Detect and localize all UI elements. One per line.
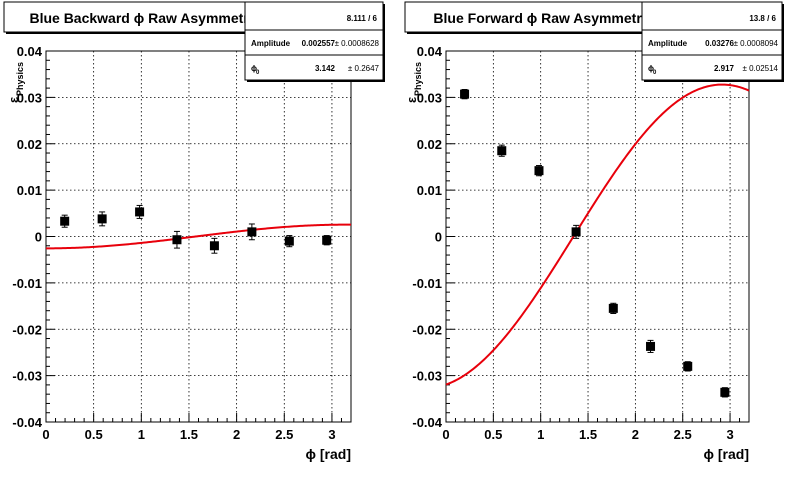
x-tick-label: 2.5 bbox=[674, 427, 692, 442]
data-point bbox=[135, 204, 145, 219]
stats-amplitude-label: Amplitude bbox=[648, 39, 688, 48]
fit-curve bbox=[46, 223, 352, 250]
x-axis-label: ϕ [rad] bbox=[704, 446, 750, 462]
x-tick-label: 2.5 bbox=[275, 427, 293, 442]
x-tick-label: 2 bbox=[233, 427, 240, 442]
stats-phi-label: ϕ bbox=[251, 64, 257, 73]
data-point bbox=[209, 237, 219, 254]
x-tick-label: 1 bbox=[138, 427, 145, 442]
data-marker bbox=[534, 166, 544, 176]
y-tick-label: 0.02 bbox=[417, 137, 442, 152]
stats-phi-error: ± 0.2647 bbox=[348, 64, 380, 73]
data-marker bbox=[497, 146, 507, 156]
data-point bbox=[646, 339, 656, 353]
stats-box bbox=[244, 1, 384, 81]
data-marker bbox=[646, 341, 656, 351]
y-tick-label: -0.03 bbox=[412, 369, 442, 384]
data-marker bbox=[209, 241, 219, 251]
x-tick-label: 2 bbox=[632, 427, 639, 442]
y-tick-label: -0.03 bbox=[12, 369, 42, 384]
chart-title: Blue Forward ϕ Raw Asymmetry bbox=[433, 10, 649, 26]
fit-curve bbox=[445, 83, 750, 386]
data-marker bbox=[172, 235, 182, 245]
data-point bbox=[497, 144, 507, 157]
stats-phi-subscript: 0 bbox=[653, 70, 657, 76]
chart-title: Blue Backward ϕ Raw Asymmetry bbox=[29, 10, 256, 26]
stats-amplitude-error: ± 0.0008094 bbox=[734, 39, 779, 48]
title-box bbox=[404, 1, 679, 33]
stats-amplitude-label: Amplitude bbox=[251, 39, 291, 48]
data-point bbox=[284, 235, 294, 248]
x-tick-label: 1.5 bbox=[180, 427, 198, 442]
y-axis-label: ε bbox=[404, 97, 419, 103]
x-tick-label: 3 bbox=[726, 427, 733, 442]
stats-phi-value: 2.917 bbox=[714, 64, 735, 73]
stats-chi2: 13.8 / 6 bbox=[749, 14, 776, 23]
y-tick-label: -0.04 bbox=[12, 415, 42, 430]
y-tick-label: 0.04 bbox=[417, 44, 443, 59]
data-marker bbox=[97, 214, 107, 224]
y-axis-label-subscript: Physics bbox=[15, 62, 25, 96]
chart-panel-forward: 0 0.5 1 1.5 2 2.5 3 -0.04 -0.03 -0.02 -0.01 0 0.01 0.… bbox=[404, 1, 784, 462]
data-marker bbox=[683, 361, 693, 371]
stats-phi-value: 3.142 bbox=[315, 64, 336, 73]
y-tick-label: 0.02 bbox=[17, 137, 42, 152]
y-tick-label: 0.03 bbox=[417, 90, 442, 105]
y-tick-label: -0.01 bbox=[412, 276, 442, 291]
x-axis-label: ϕ [rad] bbox=[306, 446, 352, 462]
data-marker bbox=[247, 227, 257, 237]
stats-phi-label: ϕ bbox=[648, 64, 654, 73]
data-point bbox=[247, 223, 257, 241]
y-tick-label: -0.02 bbox=[12, 322, 42, 337]
data-marker bbox=[608, 303, 618, 313]
y-tick-label: -0.04 bbox=[412, 415, 442, 430]
data-point bbox=[534, 165, 544, 177]
y-tick-label: 0 bbox=[435, 230, 442, 245]
x-tick-label: 0.5 bbox=[85, 427, 103, 442]
data-point bbox=[571, 224, 581, 239]
chart-panel-backward: 0 0.5 1 1.5 2 2.5 3 -0.04 -0.03 -0.02 -0.01 0 0.01 0.… bbox=[3, 1, 385, 462]
data-point bbox=[683, 361, 693, 372]
data-point bbox=[608, 302, 618, 314]
data-marker bbox=[720, 387, 730, 397]
stats-phi-error: ± 0.02514 bbox=[742, 64, 778, 73]
stats-phi-subscript: 0 bbox=[256, 70, 260, 76]
y-tick-label: 0 bbox=[35, 230, 42, 245]
stats-box bbox=[641, 1, 783, 81]
data-point bbox=[460, 88, 470, 100]
x-tick-label: 0 bbox=[42, 427, 49, 442]
data-point bbox=[720, 387, 730, 398]
data-point bbox=[322, 235, 332, 246]
data-point bbox=[97, 211, 107, 227]
data-point bbox=[172, 230, 182, 249]
x-tick-label: 0.5 bbox=[484, 427, 502, 442]
data-marker bbox=[284, 236, 294, 246]
data-marker bbox=[135, 207, 145, 217]
data-marker bbox=[322, 235, 332, 245]
x-tick-label: 1 bbox=[537, 427, 544, 442]
stats-amplitude-value: 0.03276 bbox=[705, 39, 734, 48]
y-axis-label: ε bbox=[6, 97, 21, 103]
data-marker bbox=[571, 227, 581, 237]
y-tick-label: 0.01 bbox=[417, 183, 442, 198]
stats-amplitude-error: ± 0.0008628 bbox=[335, 39, 380, 48]
stats-amplitude-value: 0.002557 bbox=[302, 39, 336, 48]
x-tick-label: 0 bbox=[442, 427, 449, 442]
data-point bbox=[60, 214, 70, 228]
y-axis-label-subscript: Physics bbox=[413, 62, 423, 96]
y-tick-label: 0.01 bbox=[17, 183, 42, 198]
y-tick-label: 0.04 bbox=[17, 44, 43, 59]
x-tick-label: 3 bbox=[328, 427, 335, 442]
x-tick-label: 1.5 bbox=[579, 427, 597, 442]
data-marker bbox=[460, 89, 470, 99]
y-tick-label: -0.01 bbox=[12, 276, 42, 291]
y-tick-label: 0.03 bbox=[17, 90, 42, 105]
y-tick-label: -0.02 bbox=[412, 322, 442, 337]
stats-chi2: 8.111 / 6 bbox=[347, 14, 378, 23]
data-marker bbox=[60, 216, 70, 226]
